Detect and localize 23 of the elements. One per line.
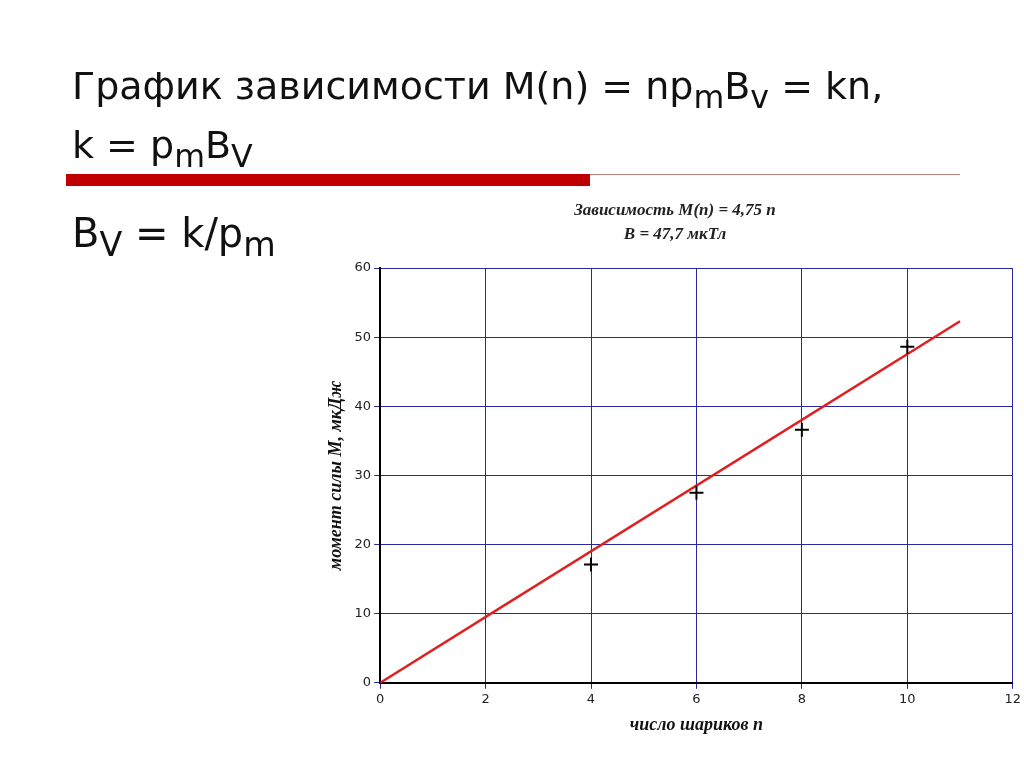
- text: B$_{V}$ = k/p$_{m}$: [72, 210, 276, 264]
- x-tick-label: 8: [797, 690, 807, 706]
- x-tick-label: 4: [586, 690, 596, 706]
- x-tick-label: 6: [692, 690, 701, 706]
- x-tick-label: 12: [1004, 690, 1021, 706]
- x-tick-label: 10: [899, 690, 916, 706]
- y-tick-label: 10: [354, 605, 372, 621]
- y-tick-label: 30: [354, 466, 372, 482]
- y-tick-label: 60: [354, 259, 372, 275]
- point: [793, 421, 810, 438]
- point: [583, 556, 599, 573]
- y-tick-label: 20: [354, 535, 372, 551]
- x-axis-title: число шариков n: [629, 713, 764, 734]
- x-tick-label: 0: [376, 690, 385, 706]
- y-tick-label: 50: [354, 328, 372, 344]
- chart-subtitle: Зависимость M(n) = 4,75 n B = 47,7 мкТл: [573, 199, 777, 245]
- y-tick-label: 40: [354, 397, 372, 413]
- x-tick-label: 2: [481, 690, 490, 706]
- point: [899, 338, 916, 355]
- chart-title: График зависимости M(n) = np$_{m}$B$_{v}$ = kn, k = p$_{m}$B$_{V}$: [72, 64, 884, 174]
- point: [688, 484, 705, 501]
- y-axis-title: момент силы M, мкДж: [325, 380, 346, 572]
- y-tick-label: 0: [362, 674, 372, 690]
